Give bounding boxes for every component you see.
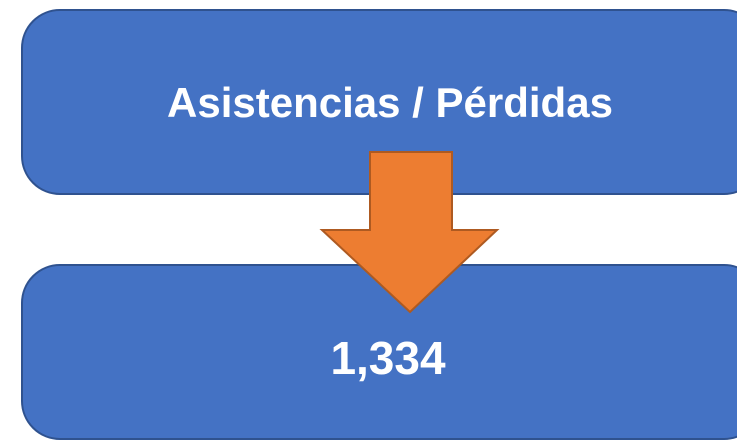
- bottom-box-label: 1,334: [330, 332, 446, 384]
- down-arrow: [319, 151, 500, 314]
- top-box-label: Asistencias / Pérdidas: [167, 79, 613, 126]
